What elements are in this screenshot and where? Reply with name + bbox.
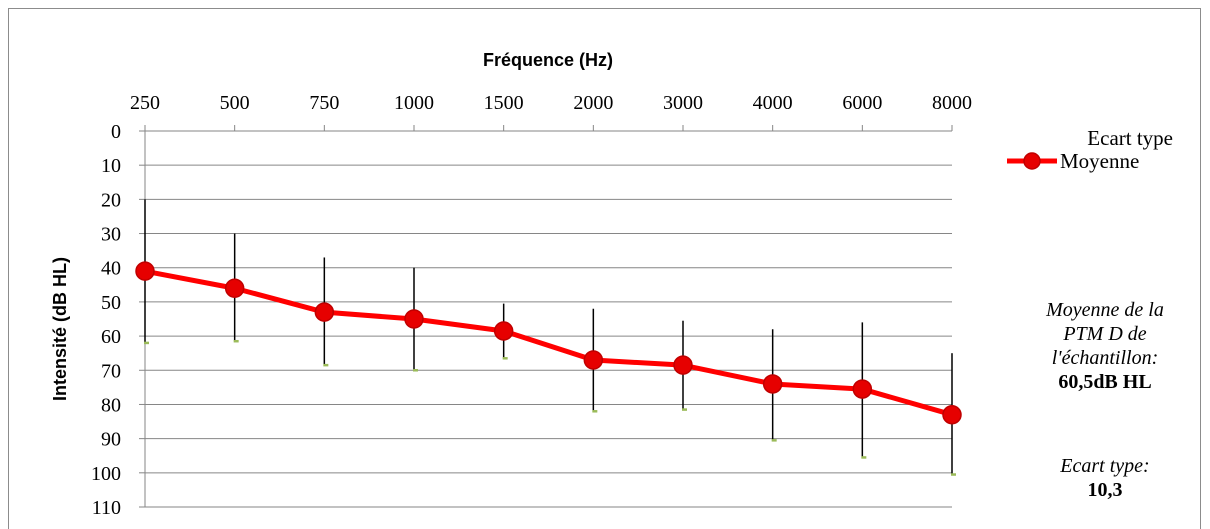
- y-tick-label: 70: [101, 360, 121, 382]
- y-tick-label: 110: [92, 497, 121, 519]
- x-tick-label: 2000: [573, 92, 613, 114]
- sd-label: Ecart type:: [1060, 455, 1150, 477]
- y-tick-labels: 0 10 20 30 40 50 60 70 80 90 100 110: [91, 121, 121, 519]
- data-point: [583, 350, 604, 370]
- data-point: [673, 355, 693, 375]
- x-tick-label: 1000: [394, 92, 434, 114]
- mean-label-line3: l'échantillon:: [1051, 347, 1159, 369]
- y-axis-title: Intensité (dB HL): [50, 257, 70, 401]
- x-tick-label: 4000: [753, 92, 793, 114]
- series-markers: [135, 261, 962, 425]
- y-tick-label: 60: [101, 326, 121, 348]
- legend-symbol-moyenne: [1007, 152, 1057, 170]
- mean-label-line2: PTM D de: [1063, 323, 1147, 345]
- data-point: [852, 379, 873, 399]
- x-tick-label: 8000: [932, 92, 972, 114]
- mean-annotation: Moyenne de la PTM D de l'échantillon: 60…: [1010, 298, 1200, 394]
- data-point: [404, 309, 424, 329]
- y-tick-label: 0: [111, 121, 121, 143]
- y-tick-label: 50: [101, 292, 121, 314]
- mean-value: 60,5dB HL: [1058, 371, 1152, 393]
- y-tick-label: 80: [101, 394, 121, 416]
- axes: [139, 125, 953, 508]
- sd-value: 10,3: [1087, 479, 1123, 501]
- x-tick-label: 500: [220, 92, 250, 114]
- data-point: [942, 404, 962, 425]
- y-tick-label: 20: [101, 189, 121, 211]
- x-tick-labels: 250 500 750 1000 1500 2000 3000 4000 6000 8000: [130, 92, 972, 114]
- mean-label-line1: Moyenne de la: [1046, 299, 1164, 321]
- x-tick-label: 6000: [842, 92, 882, 114]
- data-point: [314, 302, 335, 322]
- chart-frame: [8, 8, 1201, 529]
- y-tick-label: 30: [101, 224, 121, 246]
- x-tick-label: 3000: [663, 92, 703, 114]
- legend-entry-moyenne: Moyenne: [1060, 149, 1139, 173]
- sd-annotation: Ecart type: 10,3: [1010, 454, 1200, 502]
- x-tick-label: 1500: [484, 92, 524, 114]
- legend-entry-ecart-type: Ecart type: [1087, 126, 1173, 150]
- x-tick-label: 750: [309, 92, 339, 114]
- data-point: [762, 374, 783, 394]
- y-tick-label: 90: [101, 429, 121, 451]
- x-tick-label: 250: [130, 92, 160, 114]
- series-lines: [144, 268, 953, 418]
- y-tick-label: 100: [91, 463, 121, 485]
- data-point: [493, 321, 514, 341]
- grid-lines: [145, 164, 952, 508]
- x-axis-title: Fréquence (Hz): [483, 50, 613, 70]
- data-point: [224, 278, 245, 298]
- y-tick-label: 40: [101, 258, 121, 280]
- error-bars: [144, 199, 956, 476]
- series-line-moyenne: [144, 268, 953, 418]
- y-tick-label: 10: [101, 155, 121, 177]
- data-point: [135, 261, 155, 281]
